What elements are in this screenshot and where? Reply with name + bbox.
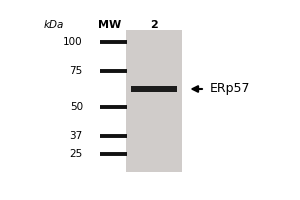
Text: 75: 75 bbox=[70, 66, 83, 76]
Text: MW: MW bbox=[98, 20, 121, 30]
Text: 50: 50 bbox=[70, 102, 83, 112]
Text: 2: 2 bbox=[150, 20, 158, 30]
Text: ERp57: ERp57 bbox=[210, 82, 250, 95]
Text: kDa: kDa bbox=[44, 20, 64, 30]
Bar bbox=[126, 30, 182, 172]
Bar bbox=[130, 86, 177, 92]
Text: 37: 37 bbox=[70, 131, 83, 141]
Text: 100: 100 bbox=[63, 37, 83, 47]
Text: 25: 25 bbox=[70, 149, 83, 159]
